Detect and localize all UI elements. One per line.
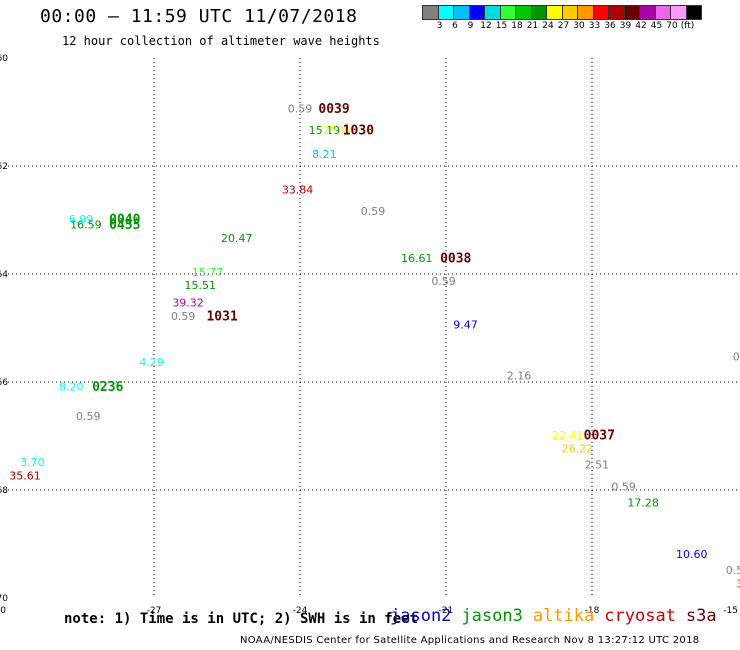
color-scale-tick: 24	[542, 21, 554, 31]
wave-height-label: 33.84	[282, 183, 314, 196]
wave-height-label: 2.51	[585, 459, 610, 472]
color-scale-tick: 9	[467, 21, 474, 31]
x-tick-label: -21	[439, 606, 454, 616]
wave-height-label: 0.59	[611, 480, 636, 493]
color-scale-tick: 36	[604, 21, 616, 31]
y-tick-label: -66	[0, 378, 8, 388]
color-scale-tick: 30	[573, 21, 585, 31]
color-swatch	[685, 5, 702, 20]
wave-height-label: 8.20	[59, 380, 84, 393]
wave-height-label: 15.19	[309, 124, 341, 137]
wave-height-label: 6.99	[69, 213, 94, 226]
x-tick-label: -30	[0, 606, 6, 616]
legend-item-jason2: jason2	[390, 606, 452, 626]
color-scale-tick: 12	[480, 21, 492, 31]
time-label: 0039	[318, 102, 349, 117]
color-scale-tick: (ft)	[680, 21, 695, 31]
units-note: note: 1) Time is in UTC; 2) SWH is in fe…	[64, 611, 419, 627]
color-scale-tick: 3	[436, 21, 443, 31]
color-scale-bar	[422, 5, 702, 20]
legend-item-altika: altika	[532, 606, 595, 626]
wave-height-label: 39.32	[172, 297, 204, 310]
color-scale-tick: 21	[526, 21, 539, 31]
wave-height-label: 3.70	[20, 456, 45, 469]
wave-height-label: 32.	[737, 578, 740, 591]
y-tick-label: -62	[0, 162, 8, 172]
credit-footer: NOAA/NESDIS Center for Satellite Applica…	[240, 635, 700, 646]
y-tick-label: -64	[0, 270, 8, 280]
time-label: 0037	[584, 429, 615, 444]
y-tick-label: -60	[0, 54, 8, 64]
wave-height-label: 0.59	[171, 310, 196, 323]
wave-height-label: 0.59	[431, 275, 456, 288]
wave-height-label: 0.59	[361, 205, 386, 218]
wave-height-label: 26.22	[562, 443, 594, 456]
wave-height-label: 0.59	[76, 410, 101, 423]
time-label: 0040	[109, 213, 140, 228]
time-label: 1031	[206, 310, 237, 325]
x-tick-label: -18	[585, 606, 600, 616]
time-label: 0038	[440, 251, 471, 266]
wave-height-label: 0.	[733, 351, 740, 364]
wave-height-label: 35.61	[9, 470, 41, 483]
chart-subtitle: 12 hour collection of altimeter wave hei…	[62, 34, 380, 48]
wave-height-label: 10.60	[676, 548, 708, 561]
legend-item-jason3: jason3	[461, 606, 523, 626]
y-tick-label: -68	[0, 486, 8, 496]
satellite-legend: jason2 jason3 altika cryosat s3a	[390, 606, 717, 626]
legend-item-s3a: s3a	[685, 606, 717, 626]
time-label: 1030	[343, 123, 374, 138]
color-scale-tick: 42	[635, 21, 647, 31]
wave-height-label: 9.47	[453, 318, 478, 331]
wave-height-label: 16.59	[70, 218, 102, 231]
wave-height-label: 4.29	[139, 356, 164, 369]
wave-height-label: 22.41	[552, 429, 584, 442]
x-tick-label: -15	[723, 606, 738, 616]
color-scale-tick: 6	[452, 21, 458, 31]
x-tick-label: -27	[147, 606, 162, 616]
color-scale-tick: 27	[557, 21, 570, 31]
color-scale-tick: 45	[650, 21, 663, 31]
chart-title: 00:00 – 11:59 UTC 11/07/2018	[40, 6, 358, 27]
color-scale-tick: 15	[495, 21, 508, 31]
wave-height-label: 17.28	[627, 497, 659, 510]
color-scale-tick: 33	[588, 21, 601, 31]
color-scale-tick: 70	[666, 21, 678, 31]
wave-height-label: 0.59	[726, 564, 740, 577]
time-label: 0236	[92, 380, 123, 395]
wave-height-label: 8.21	[312, 148, 337, 161]
wave-height-label: 25.94	[323, 124, 355, 137]
color-scale-tick: 39	[619, 21, 632, 31]
wave-height-label: 16.61	[401, 252, 433, 265]
color-scale-tick: 18	[511, 21, 523, 31]
x-tick-label: -24	[293, 606, 308, 616]
legend-item-cryosat: cryosat	[604, 606, 676, 626]
wave-height-label: 15.77	[192, 266, 224, 279]
y-tick-label: -70	[0, 594, 8, 604]
wave-height-label: 15.51	[184, 279, 216, 292]
color-scale-ticks: 3 6 9 12 15 18 21 24 27 30 33 36 39 42 45 70 (ft)	[422, 21, 740, 33]
wave-height-label: 2.16	[507, 370, 532, 383]
time-label: 0455	[109, 218, 140, 233]
wave-height-label: 0.59	[288, 102, 313, 115]
wave-height-label: 20.47	[221, 232, 253, 245]
